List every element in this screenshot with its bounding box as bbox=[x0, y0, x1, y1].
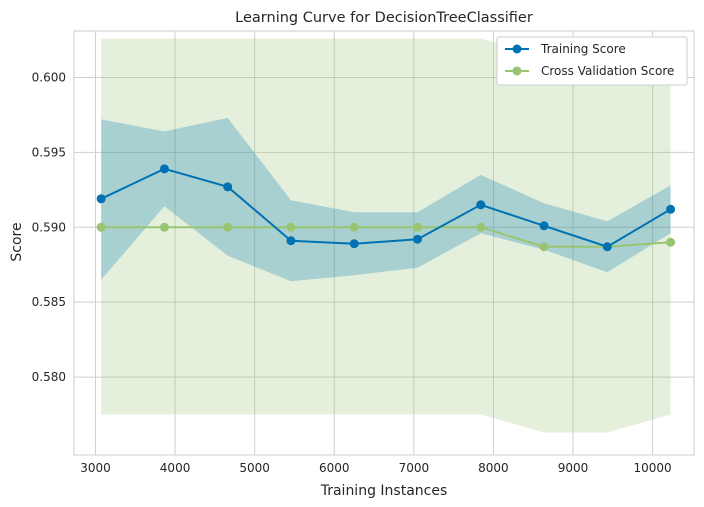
series-lines bbox=[96, 164, 676, 252]
confidence-bands bbox=[101, 38, 671, 433]
y-axis-title: Score bbox=[9, 222, 25, 261]
point-training bbox=[602, 242, 612, 252]
point-training bbox=[539, 221, 549, 231]
legend: Training Score Cross Validation Score bbox=[496, 36, 688, 86]
point-cross-validation bbox=[286, 222, 296, 232]
x-axis-title: Training Instances bbox=[320, 483, 448, 499]
plot-area bbox=[73, 30, 695, 456]
legend-cv-label: Cross Validation Score bbox=[541, 64, 674, 78]
y-tick-label: 0.590 bbox=[32, 220, 66, 234]
legend-training-marker bbox=[512, 44, 522, 54]
point-training bbox=[159, 164, 169, 174]
point-training bbox=[223, 182, 233, 192]
x-tick-label: 5000 bbox=[239, 461, 270, 475]
x-tick-label: 3000 bbox=[80, 461, 111, 475]
legend-cv-marker bbox=[512, 66, 522, 76]
line-training bbox=[100, 167, 672, 248]
y-tick-label: 0.580 bbox=[32, 370, 66, 384]
line-cross-validation bbox=[101, 226, 671, 248]
legend-training-label: Training Score bbox=[540, 42, 626, 56]
x-tick-label: 8000 bbox=[478, 461, 509, 475]
point-training bbox=[476, 200, 486, 210]
point-cross-validation bbox=[223, 222, 233, 232]
x-tick-label: 6000 bbox=[319, 461, 350, 475]
legend-box bbox=[496, 36, 688, 86]
y-tick-label: 0.585 bbox=[32, 295, 66, 309]
y-tick-label: 0.595 bbox=[32, 145, 66, 159]
chart-title: Learning Curve for DecisionTreeClassifie… bbox=[235, 10, 533, 26]
point-cross-validation bbox=[476, 222, 486, 232]
point-training bbox=[96, 194, 106, 204]
band-training bbox=[101, 117, 671, 282]
point-cross-validation bbox=[159, 222, 169, 232]
point-training bbox=[666, 204, 676, 214]
x-tick-label: 9000 bbox=[558, 461, 589, 475]
point-cross-validation bbox=[666, 237, 676, 247]
point-training bbox=[349, 239, 359, 249]
grid bbox=[74, 31, 694, 455]
point-cross-validation bbox=[349, 222, 359, 232]
x-tick-labels: 3000 4000 5000 6000 7000 8000 9000 10000 bbox=[80, 461, 671, 475]
point-training bbox=[286, 236, 296, 246]
point-training bbox=[413, 234, 423, 244]
x-tick-label: 10000 bbox=[634, 461, 672, 475]
point-cross-validation bbox=[539, 242, 549, 252]
y-tick-labels: 0.580 0.585 0.590 0.595 0.600 bbox=[32, 70, 66, 384]
point-cross-validation bbox=[96, 222, 106, 232]
point-cross-validation bbox=[413, 222, 423, 232]
x-tick-label: 7000 bbox=[399, 461, 430, 475]
y-tick-label: 0.600 bbox=[32, 70, 66, 84]
x-tick-label: 4000 bbox=[160, 461, 191, 475]
band-cross-validation bbox=[101, 38, 671, 433]
